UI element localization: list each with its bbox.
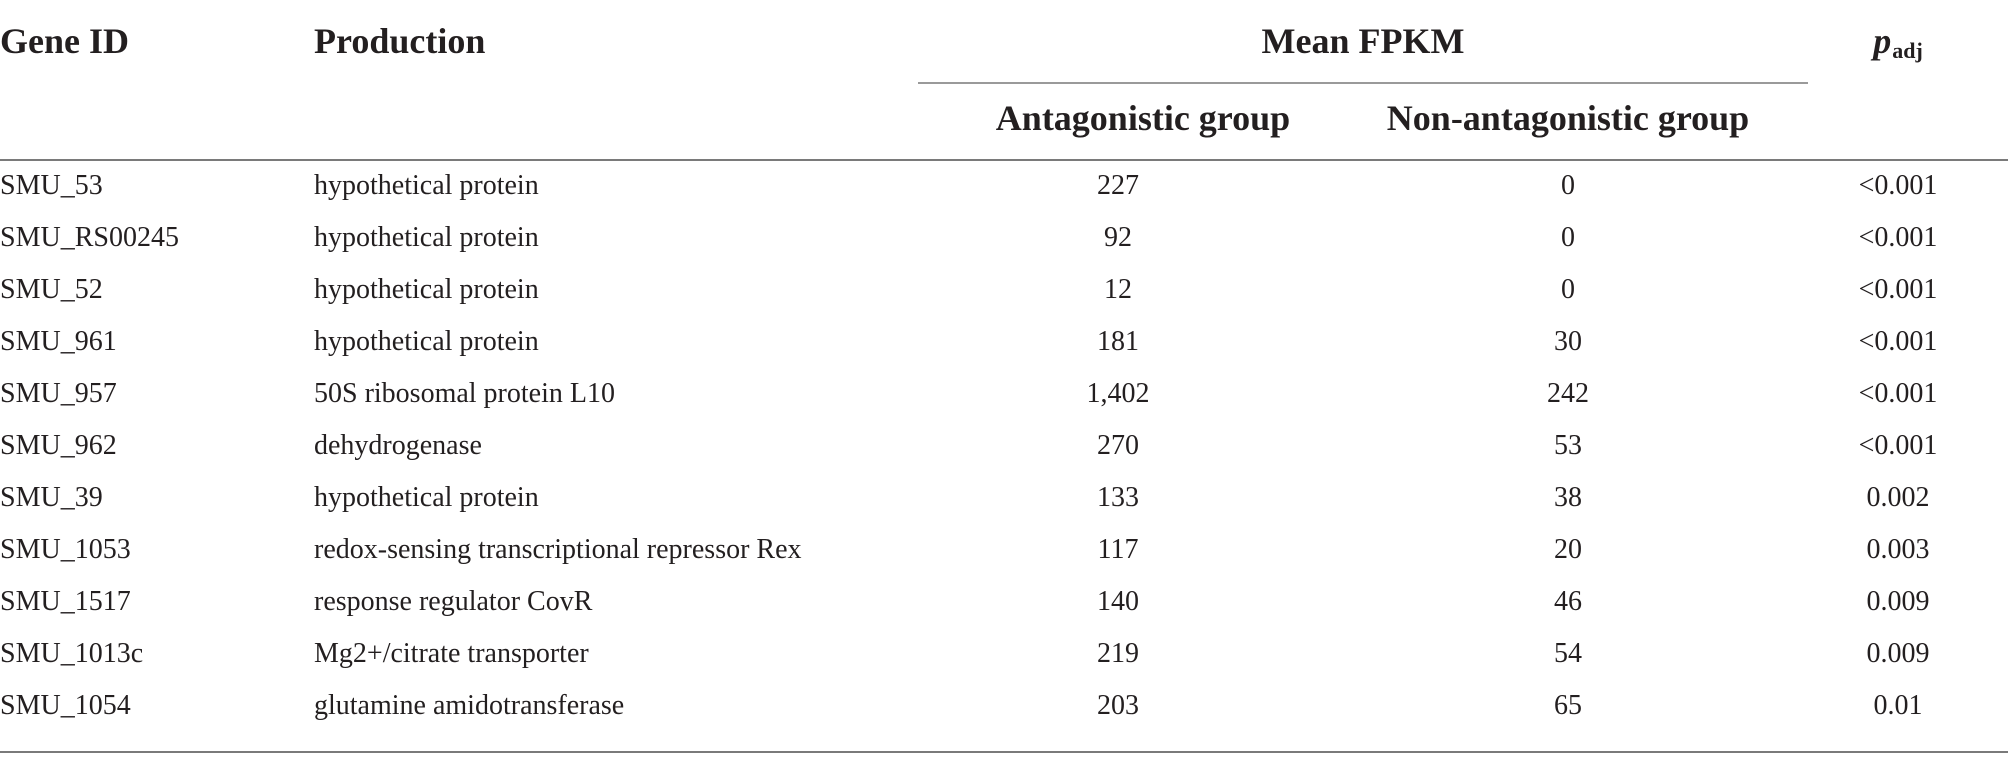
cell-production: dehydrogenase <box>314 430 482 461</box>
cell-antagonistic: 219 <box>1097 638 1139 669</box>
cell-antagonistic: 92 <box>1104 222 1132 253</box>
table-row: SMU_957 50S ribosomal protein L10 1,402 242… <box>0 368 2008 420</box>
cell-gene-id: SMU_962 <box>0 430 117 461</box>
cell-production: 50S ribosomal protein L10 <box>314 378 615 409</box>
cell-non-antagonistic: 0 <box>1561 274 1575 305</box>
cell-p-adj: 0.01 <box>1873 690 1923 721</box>
cell-gene-id: SMU_52 <box>0 274 103 305</box>
header-mean-fpkm: Mean FPKM <box>1261 21 1465 61</box>
header-rule <box>0 159 2008 161</box>
cell-production: hypothetical protein <box>314 482 539 513</box>
table-row: SMU_1013c Mg2+/citrate transporter 219 54 0.… <box>0 628 2008 680</box>
cell-gene-id: SMU_53 <box>0 170 103 201</box>
cell-non-antagonistic: 30 <box>1554 326 1582 357</box>
table-row: SMU_961 hypothetical protein 181 30 <0.001 <box>0 316 2008 368</box>
cell-production: hypothetical protein <box>314 274 539 305</box>
cell-production: response regulator CovR <box>314 586 593 617</box>
cell-production: hypothetical protein <box>314 326 539 357</box>
table-row: SMU_53 hypothetical protein 227 0 <0.001 <box>0 160 2008 212</box>
cell-antagonistic: 203 <box>1097 690 1139 721</box>
cell-gene-id: SMU_39 <box>0 482 103 513</box>
cell-gene-id: SMU_1054 <box>0 690 131 721</box>
table-row: SMU_39 hypothetical protein 133 38 0.002 <box>0 472 2008 524</box>
header-antagonistic-group: Antagonistic group <box>995 98 1291 138</box>
cell-non-antagonistic: 54 <box>1554 638 1582 669</box>
table-row: SMU_RS00245 hypothetical protein 92 0 <0.001 <box>0 212 2008 264</box>
cell-p-adj: 0.003 <box>1866 534 1930 565</box>
cell-non-antagonistic: 0 <box>1561 222 1575 253</box>
cell-non-antagonistic: 53 <box>1554 430 1582 461</box>
header-p-symbol: p <box>1873 21 1892 61</box>
cell-production: Mg2+/citrate transporter <box>314 638 589 669</box>
cell-p-adj: <0.001 <box>1858 430 1938 461</box>
cell-non-antagonistic: 46 <box>1554 586 1582 617</box>
cell-p-adj: <0.001 <box>1858 222 1938 253</box>
cell-p-adj: <0.001 <box>1858 378 1938 409</box>
cell-antagonistic: 227 <box>1097 170 1139 201</box>
mean-fpkm-rule <box>918 82 1808 84</box>
cell-production: glutamine amidotransferase <box>314 690 625 721</box>
cell-p-adj: <0.001 <box>1858 326 1938 357</box>
cell-p-adj: <0.001 <box>1858 274 1938 305</box>
header-production: Production <box>314 21 486 61</box>
header-p-subscript: adj <box>1892 38 1923 63</box>
cell-non-antagonistic: 65 <box>1554 690 1582 721</box>
table-row: SMU_52 hypothetical protein 12 0 <0.001 <box>0 264 2008 316</box>
cell-production: hypothetical protein <box>314 170 539 201</box>
cell-production: redox-sensing transcriptional repressor … <box>314 534 802 565</box>
table-row: SMU_1517 response regulator CovR 140 46 0.00… <box>0 576 2008 628</box>
cell-non-antagonistic: 0 <box>1561 170 1575 201</box>
cell-gene-id: SMU_1053 <box>0 534 131 565</box>
cell-gene-id: SMU_RS00245 <box>0 222 179 253</box>
cell-gene-id: SMU_1013c <box>0 638 144 669</box>
cell-gene-id: SMU_961 <box>0 326 117 357</box>
cell-non-antagonistic: 242 <box>1547 378 1589 409</box>
cell-non-antagonistic: 38 <box>1554 482 1582 513</box>
cell-antagonistic: 140 <box>1097 586 1139 617</box>
cell-antagonistic: 117 <box>1097 534 1139 565</box>
table-row: SMU_962 dehydrogenase 270 53 <0.001 <box>0 420 2008 472</box>
cell-gene-id: SMU_1517 <box>0 586 131 617</box>
cell-p-adj: <0.001 <box>1858 170 1938 201</box>
cell-production: hypothetical protein <box>314 222 539 253</box>
header-non-antagonistic-group: Non-antagonistic group <box>1386 98 1750 138</box>
cell-antagonistic: 133 <box>1097 482 1139 513</box>
table-row: SMU_1053 redox-sensing transcriptional re… <box>0 524 2008 576</box>
cell-antagonistic: 181 <box>1097 326 1139 357</box>
footer-rule <box>0 751 2008 753</box>
table-row: SMU_1054 glutamine amidotransferase 203 65 0… <box>0 680 2008 732</box>
header-gene-id: Gene ID <box>0 21 129 61</box>
cell-antagonistic: 1,402 <box>1086 378 1150 409</box>
header-p-adj: padj <box>1848 18 1948 74</box>
cell-non-antagonistic: 20 <box>1554 534 1582 565</box>
cell-p-adj: 0.002 <box>1866 482 1930 513</box>
cell-p-adj: 0.009 <box>1866 638 1930 669</box>
cell-p-adj: 0.009 <box>1866 586 1930 617</box>
cell-antagonistic: 270 <box>1097 430 1139 461</box>
cell-antagonistic: 12 <box>1104 274 1132 305</box>
cell-gene-id: SMU_957 <box>0 378 117 409</box>
